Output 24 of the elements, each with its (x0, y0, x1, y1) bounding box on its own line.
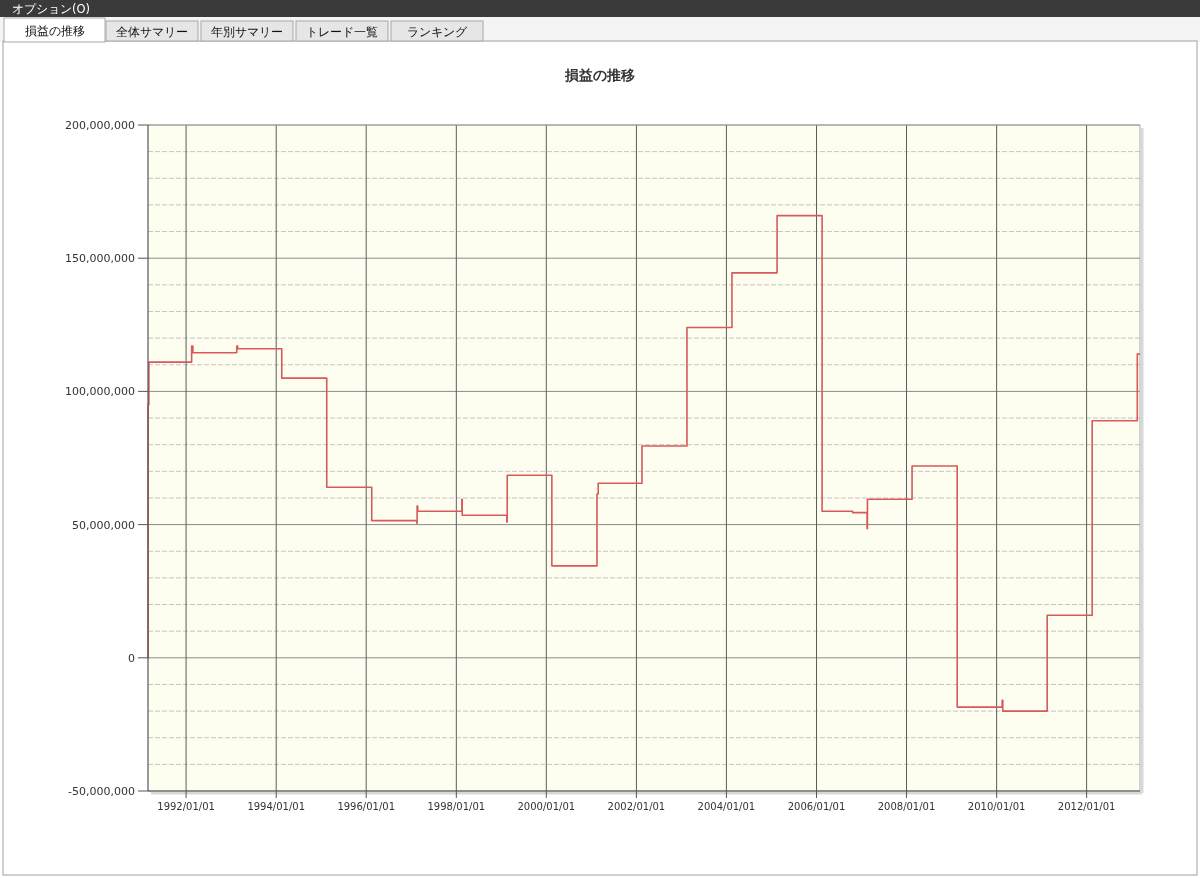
y-tick-label: 50,000,000 (72, 518, 135, 532)
tab: トレード一覧 (295, 20, 389, 42)
x-tick-label: 1994/01/01 (247, 801, 306, 812)
tab: 損益の推移 (3, 17, 106, 43)
tab: 全体サマリー (105, 20, 199, 42)
menu-bar: オプション(O) (0, 0, 1200, 17)
x-tick-label: 2000/01/01 (517, 801, 576, 812)
tab: ランキング (390, 20, 484, 42)
y-tick-label: -50,000,000 (68, 785, 135, 798)
x-tick-label: 2006/01/01 (787, 801, 846, 812)
x-tick-label: 2010/01/01 (967, 801, 1026, 812)
x-tick-label: 2008/01/01 (877, 801, 936, 812)
x-tick-label: 1992/01/01 (157, 801, 215, 812)
x-tick-label: 2012/01/01 (1057, 801, 1116, 812)
y-tick-label: 200,000,000 (65, 119, 135, 132)
x-tick-label: 1996/01/01 (337, 801, 396, 812)
y-tick-label: 100,000,000 (65, 385, 135, 399)
y-tick-label: 0 (128, 651, 135, 665)
x-tick-label: 1998/01/01 (427, 801, 486, 812)
tab: 年別サマリー (200, 20, 294, 42)
x-tick-label: 2002/01/01 (607, 801, 666, 812)
x-tick-label: 2004/01/01 (697, 801, 756, 812)
chart-title: 損益の推移 (564, 67, 635, 83)
y-tick-label: 150,000,000 (65, 252, 135, 266)
